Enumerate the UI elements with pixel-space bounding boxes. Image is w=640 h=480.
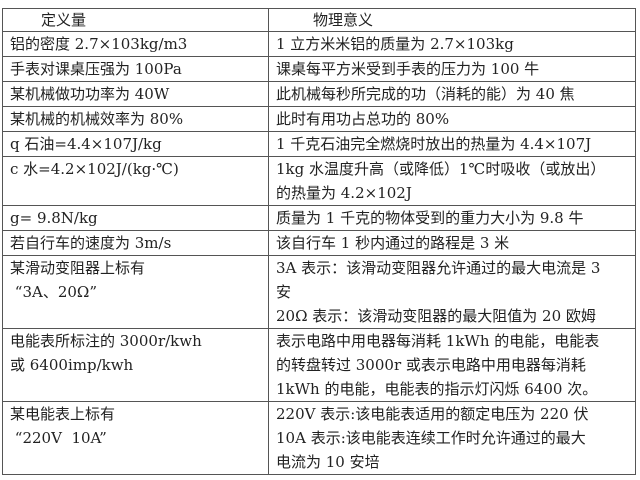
term-cell: g= 9.8N/kg bbox=[2, 205, 269, 231]
term-cell-line: g= 9.8N/kg bbox=[10, 209, 98, 227]
meaning-cell-line: 3A 表示：该滑动变阻器允许通过的最大电流是 3 bbox=[276, 259, 601, 277]
meaning-cell-line: 该自行车 1 秒内通过的路程是 3 米 bbox=[276, 234, 510, 252]
table-row: 若自行车的速度为 3m/s 该自行车 1 秒内通过的路程是 3 米 bbox=[2, 230, 636, 256]
term-cell-line: “220V 10A” bbox=[10, 429, 107, 447]
table-row: 电能表所标注的 3000r/kwh 或 6400imp/kwh 表示电路中用电器每消… bbox=[2, 328, 636, 402]
term-cell-line: 铝的密度 2.7×103kg/m3 bbox=[10, 35, 188, 53]
meaning-cell-line: 的转盘转过 3000r 或表示电路中用电器每消耗 bbox=[276, 356, 586, 374]
meaning-cell: 表示电路中用电器每消耗 1kWh 的电能，电能表 的转盘转过 3000r 或表示电… bbox=[268, 328, 636, 402]
term-cell: 若自行车的速度为 3m/s bbox=[2, 230, 269, 256]
meaning-cell-line: 220V 表示:该电能表适用的额定电压为 220 伏 bbox=[276, 405, 589, 423]
meaning-cell: 该自行车 1 秒内通过的路程是 3 米 bbox=[268, 230, 636, 256]
term-cell-line: 某机械的机械效率为 80% bbox=[10, 110, 184, 128]
meaning-cell-line: 此机械每秒所完成的功（消耗的能）为 40 焦 bbox=[276, 85, 575, 103]
table-header-row: 定义量 物理意义 bbox=[2, 8, 636, 32]
term-cell-line: “3A、20Ω” bbox=[10, 283, 98, 301]
term-cell: 手表对课桌压强为 100Pa bbox=[2, 56, 269, 82]
table-row: 某电能表上标有 “220V 10A” 220V 表示:该电能表适用的额定电压为 2… bbox=[2, 401, 636, 475]
meaning-cell-line: 课桌每平方米受到手表的压力为 100 牛 bbox=[276, 60, 540, 78]
meaning-cell-line: 1 立方米米铝的质量为 2.7×103kg bbox=[276, 35, 514, 53]
term-cell: 某滑动变阻器上标有 “3A、20Ω” bbox=[2, 255, 269, 329]
meaning-cell-line: 的热量为 4.2×102J bbox=[276, 184, 412, 202]
header-defined-quantity: 定义量 bbox=[2, 8, 269, 32]
term-cell-line: q 石油=4.4×107J/kg bbox=[10, 135, 162, 153]
table-row: 铝的密度 2.7×103kg/m3 1 立方米米铝的质量为 2.7×103kg bbox=[2, 31, 636, 57]
term-cell-line: 某滑动变阻器上标有 bbox=[10, 259, 146, 277]
meaning-cell-line: 电流为 10 安培 bbox=[276, 453, 380, 471]
meaning-cell-line: 质量为 1 千克的物体受到的重力大小为 9.8 牛 bbox=[276, 209, 584, 227]
term-cell-line: c 水=4.2×102J/(kg·℃) bbox=[10, 160, 179, 178]
meaning-cell: 1 立方米米铝的质量为 2.7×103kg bbox=[268, 31, 636, 57]
meaning-cell: 1kg 水温度升高（或降低）1℃时吸收（或放出） 的热量为 4.2×102J bbox=[268, 156, 636, 206]
meaning-cell-line: 1kg 水温度升高（或降低）1℃时吸收（或放出） bbox=[276, 160, 606, 178]
table-row: 某机械做功功率为 40W 此机械每秒所完成的功（消耗的能）为 40 焦 bbox=[2, 81, 636, 107]
meaning-cell-line: 表示电路中用电器每消耗 1kWh 的电能，电能表 bbox=[276, 332, 600, 350]
table-row: g= 9.8N/kg 质量为 1 千克的物体受到的重力大小为 9.8 牛 bbox=[2, 205, 636, 231]
meaning-cell: 3A 表示：该滑动变阻器允许通过的最大电流是 3 安 20Ω 表示：该滑动变阻器的最… bbox=[268, 255, 636, 329]
table-row: 某滑动变阻器上标有 “3A、20Ω” 3A 表示：该滑动变阻器允许通过的最大电流是… bbox=[2, 255, 636, 329]
term-cell-line: 手表对课桌压强为 100Pa bbox=[10, 60, 182, 78]
term-cell: c 水=4.2×102J/(kg·℃) bbox=[2, 156, 269, 206]
term-cell: q 石油=4.4×107J/kg bbox=[2, 131, 269, 157]
meaning-cell: 220V 表示:该电能表适用的额定电压为 220 伏 10A 表示:该电能表连续工… bbox=[268, 401, 636, 475]
term-cell: 电能表所标注的 3000r/kwh 或 6400imp/kwh bbox=[2, 328, 269, 402]
table-row: q 石油=4.4×107J/kg 1 千克石油完全燃烧时放出的热量为 4.4×10… bbox=[2, 131, 636, 157]
physics-definitions-table: 定义量 物理意义 铝的密度 2.7×103kg/m3 1 立方米米铝的质量为 2.… bbox=[2, 8, 636, 475]
meaning-cell: 此机械每秒所完成的功（消耗的能）为 40 焦 bbox=[268, 81, 636, 107]
meaning-cell-line: 10A 表示:该电能表连续工作时允许通过的最大 bbox=[276, 429, 586, 447]
meaning-cell-line: 此时有用功占总功的 80% bbox=[276, 110, 450, 128]
term-cell-line: 若自行车的速度为 3m/s bbox=[10, 234, 172, 252]
meaning-cell-line: 20Ω 表示：该滑动变阻器的最大阻值为 20 欧姆 bbox=[276, 307, 596, 325]
term-cell: 铝的密度 2.7×103kg/m3 bbox=[2, 31, 269, 57]
meaning-cell-line: 1kWh 的电能，电能表的指示灯闪烁 6400 次。 bbox=[276, 380, 598, 398]
meaning-cell: 此时有用功占总功的 80% bbox=[268, 106, 636, 132]
term-cell-line: 某电能表上标有 bbox=[10, 405, 116, 423]
term-cell-line: 某机械做功功率为 40W bbox=[10, 85, 170, 103]
meaning-cell: 课桌每平方米受到手表的压力为 100 牛 bbox=[268, 56, 636, 82]
meaning-cell: 1 千克石油完全燃烧时放出的热量为 4.4×107J bbox=[268, 131, 636, 157]
header-physical-meaning: 物理意义 bbox=[268, 8, 636, 32]
term-cell: 某机械的机械效率为 80% bbox=[2, 106, 269, 132]
table-row: 手表对课桌压强为 100Pa 课桌每平方米受到手表的压力为 100 牛 bbox=[2, 56, 636, 82]
term-cell: 某电能表上标有 “220V 10A” bbox=[2, 401, 269, 475]
table-row: c 水=4.2×102J/(kg·℃) 1kg 水温度升高（或降低）1℃时吸收（或… bbox=[2, 156, 636, 206]
term-cell: 某机械做功功率为 40W bbox=[2, 81, 269, 107]
meaning-cell-line: 安 bbox=[276, 283, 292, 301]
meaning-cell: 质量为 1 千克的物体受到的重力大小为 9.8 牛 bbox=[268, 205, 636, 231]
table-row: 某机械的机械效率为 80% 此时有用功占总功的 80% bbox=[2, 106, 636, 132]
term-cell-line: 或 6400imp/kwh bbox=[10, 356, 134, 374]
meaning-cell-line: 1 千克石油完全燃烧时放出的热量为 4.4×107J bbox=[276, 135, 592, 153]
term-cell-line: 电能表所标注的 3000r/kwh bbox=[10, 332, 202, 350]
